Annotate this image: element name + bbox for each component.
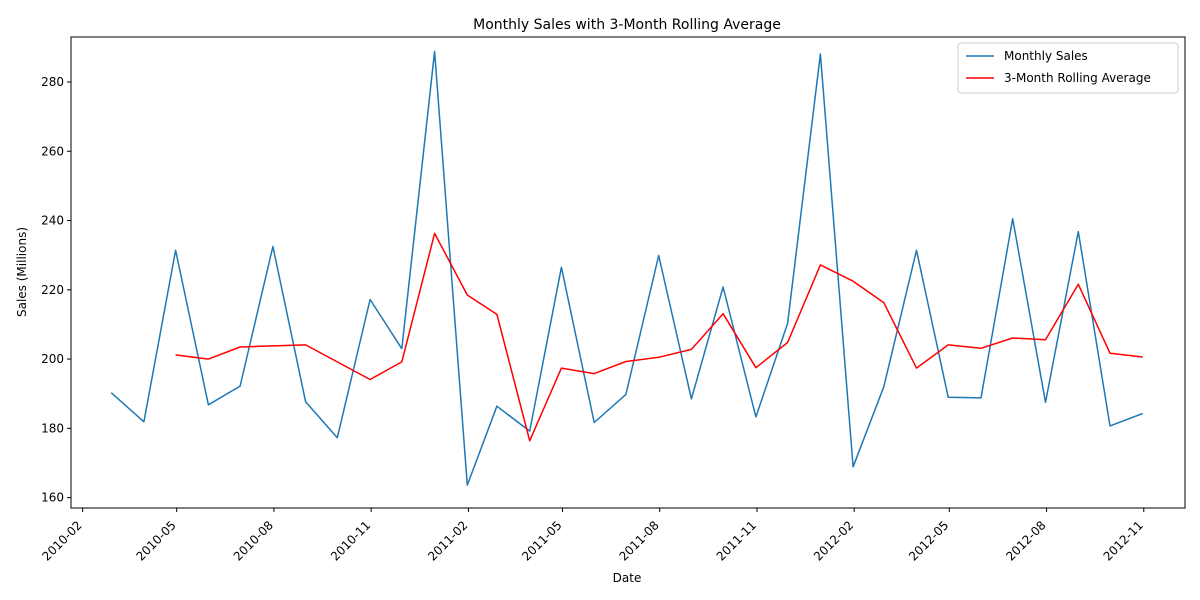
legend-label-monthly-sales: Monthly Sales (1004, 49, 1088, 63)
series-line-monthly-sales (110, 50, 1143, 486)
y-axis: 160 180 200 220 240 260 280 (41, 75, 71, 505)
y-tick-label: 180 (41, 421, 64, 435)
plot-frame (70, 36, 1186, 509)
legend-box (957, 42, 1179, 94)
series-line-rolling-average (175, 232, 1143, 442)
x-tick-label: 2010-02 (39, 518, 84, 563)
x-tick-label: 2012-02 (811, 518, 856, 563)
x-tick-label: 2010-05 (133, 518, 178, 563)
y-tick-label: 240 (41, 214, 64, 228)
x-axis-label: Date (613, 571, 642, 585)
chart-title: Monthly Sales with 3-Month Rolling Avera… (473, 17, 781, 33)
x-tick-label: 2011-08 (616, 518, 661, 563)
y-tick-label: 160 (41, 491, 64, 505)
x-tick-label: 2012-11 (1101, 518, 1146, 563)
y-tick-label: 280 (41, 75, 64, 89)
y-tick-label: 200 (41, 352, 64, 366)
legend: Monthly Sales 3-Month Rolling Average (957, 42, 1179, 94)
legend-label-rolling-average: 3-Month Rolling Average (1004, 71, 1151, 85)
x-axis: 2010-02 2010-05 2010-08 2010-11 2011-02 2011-… (39, 508, 1146, 564)
y-tick-label: 220 (41, 283, 64, 297)
x-tick-label: 2011-11 (714, 518, 759, 563)
series-layer (110, 50, 1143, 486)
plot-area (71, 37, 1185, 508)
x-tick-label: 2011-02 (425, 518, 470, 563)
x-tick-label: 2010-08 (231, 518, 276, 563)
y-axis-label: Sales (Millions) (15, 227, 29, 317)
x-tick-label: 2010-11 (328, 518, 373, 563)
x-tick-label: 2012-05 (906, 518, 951, 563)
y-tick-label: 260 (41, 144, 64, 158)
x-tick-label: 2011-05 (519, 518, 564, 563)
x-tick-label: 2012-08 (1003, 518, 1048, 563)
